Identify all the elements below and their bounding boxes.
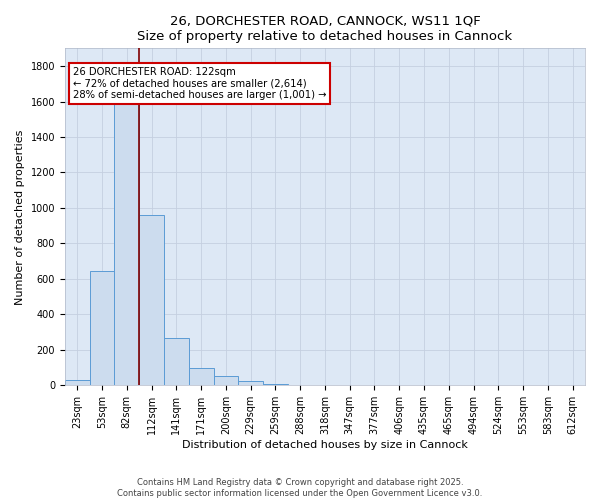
Bar [89,271,115,386]
Bar [139,215,164,386]
Bar [164,338,189,386]
Bar [189,368,214,386]
Bar [65,380,89,386]
Title: 26, DORCHESTER ROAD, CANNOCK, WS11 1QF
Size of property relative to detached hou: 26, DORCHESTER ROAD, CANNOCK, WS11 1QF S… [137,15,512,43]
Bar [263,384,288,386]
Bar [238,381,263,386]
X-axis label: Distribution of detached houses by size in Cannock: Distribution of detached houses by size … [182,440,468,450]
Y-axis label: Number of detached properties: Number of detached properties [15,129,25,304]
Bar [214,376,238,386]
Text: 26 DORCHESTER ROAD: 122sqm
← 72% of detached houses are smaller (2,614)
28% of s: 26 DORCHESTER ROAD: 122sqm ← 72% of deta… [73,67,326,100]
Text: Contains HM Land Registry data © Crown copyright and database right 2025.
Contai: Contains HM Land Registry data © Crown c… [118,478,482,498]
Bar [115,86,139,386]
